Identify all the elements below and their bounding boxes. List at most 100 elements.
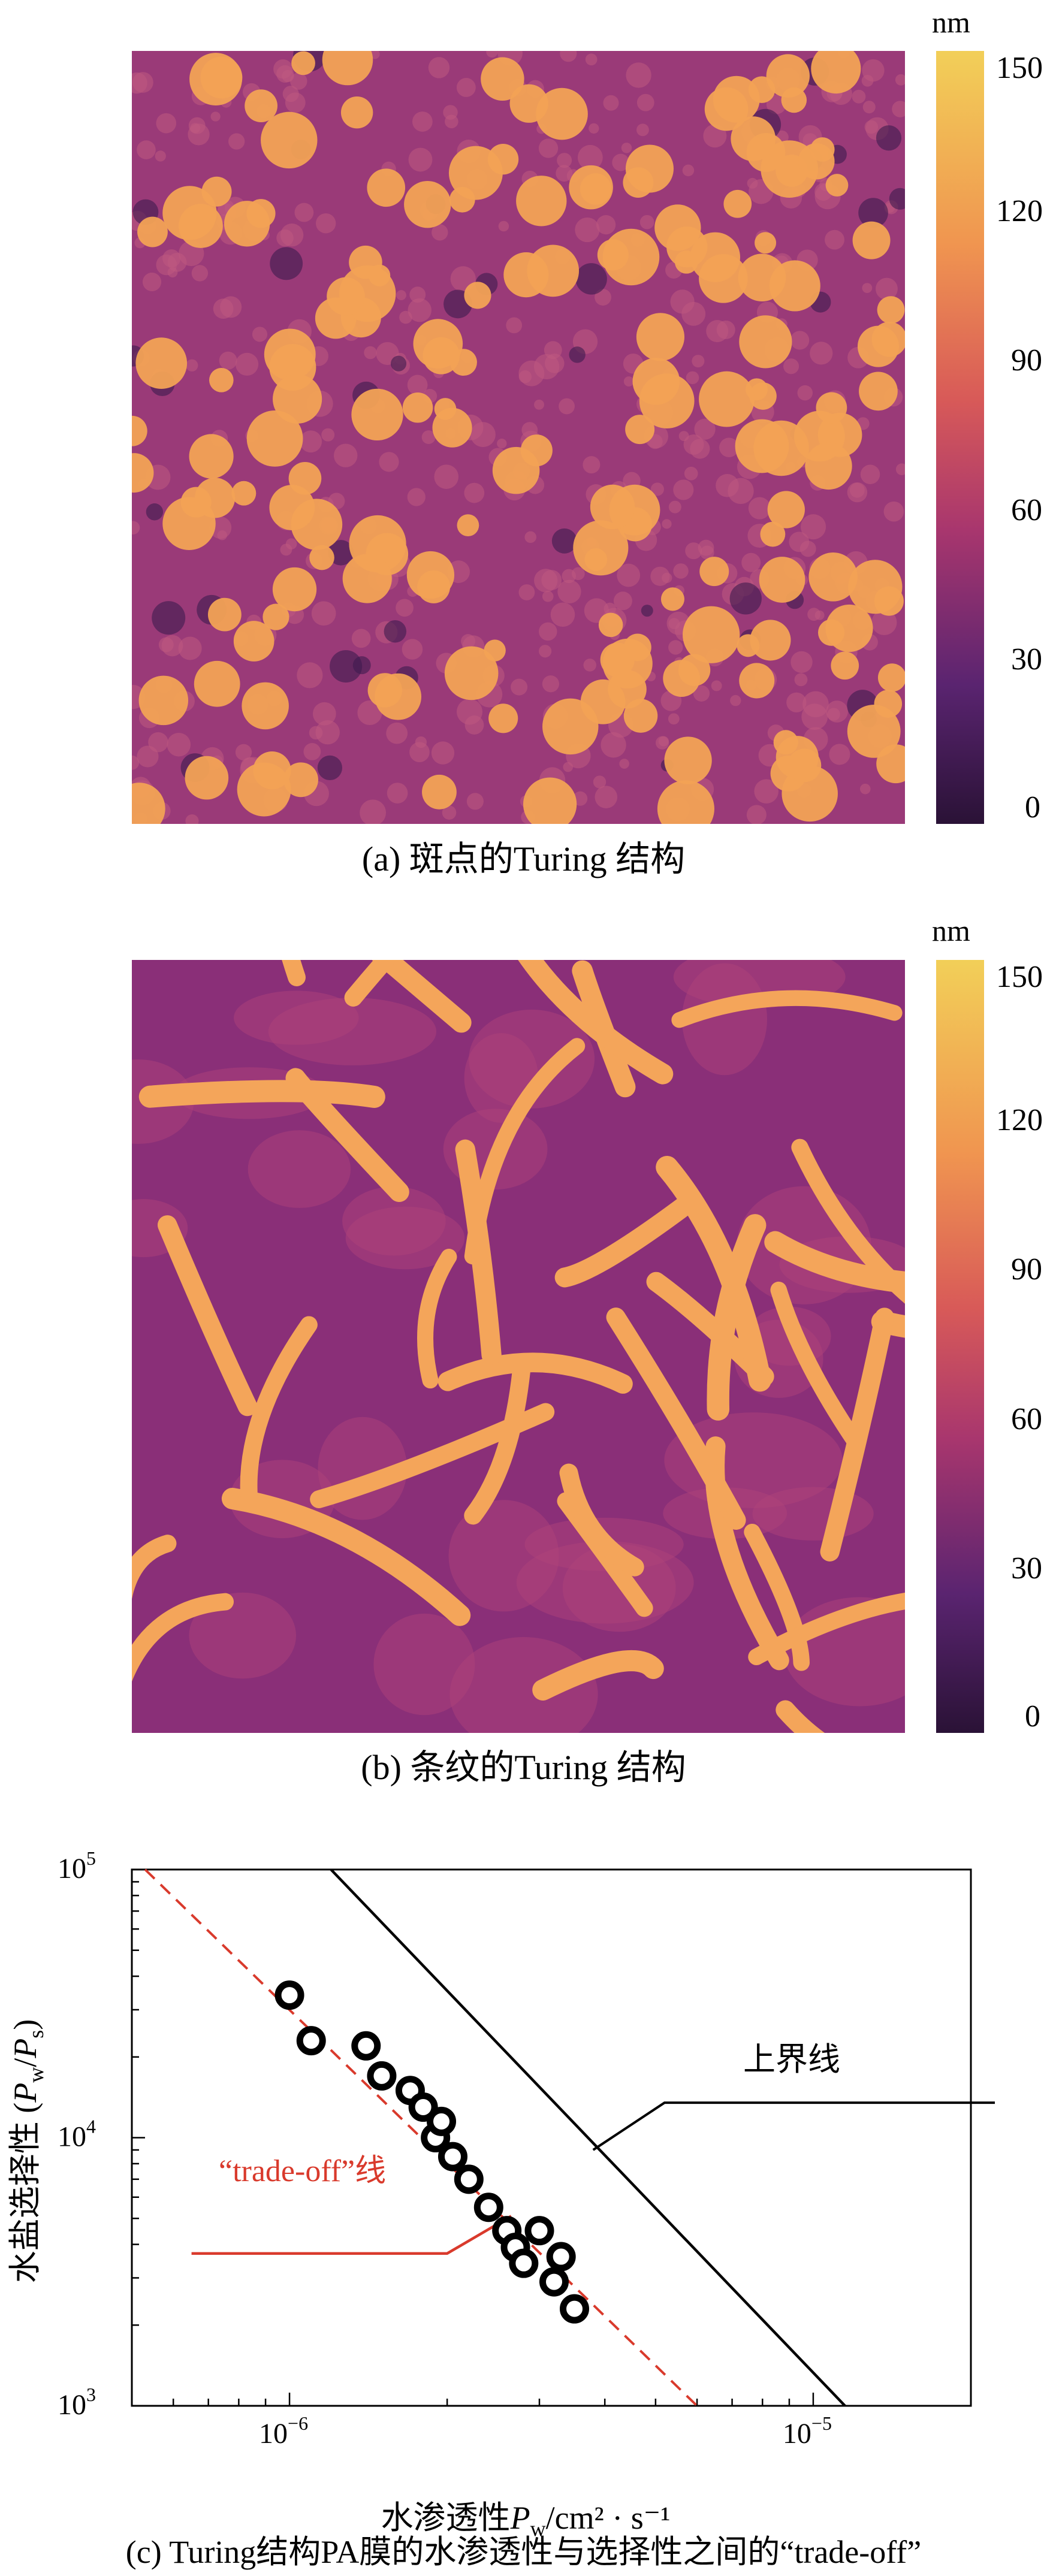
small-grain [694,418,716,440]
afm-map-spots [132,51,905,824]
turing-spot [769,260,820,312]
turing-spot [422,774,457,810]
bulk-region [234,990,359,1045]
turing-spot [246,410,303,467]
small-grain [137,745,159,768]
turing-spot [135,337,188,389]
turing-spot [432,407,472,448]
turing-spot [877,663,905,692]
data-point [509,2248,539,2278]
small-grain [716,320,735,339]
turing-stripe [132,1535,177,1599]
small-grain [148,732,168,753]
small-grain [639,215,654,229]
small-grain [557,153,572,168]
y-tick-label: 103 [58,2384,96,2421]
small-grain [668,713,680,725]
colorbar-a [936,51,984,824]
small-grain [185,814,199,824]
data-point [539,2267,569,2297]
small-grain [783,358,799,375]
turing-spot [767,491,805,529]
turing-stripe [221,1487,471,1626]
small-grain [786,692,807,712]
turing-spot [739,663,775,699]
turing-spot [598,612,623,638]
turing-spot [781,87,807,113]
small-grain [673,479,694,500]
turing-spot [327,277,365,316]
turing-spot [233,621,274,662]
turing-spot [481,57,524,101]
small-grain [799,540,816,557]
colorbar-b-tick: 60 [1011,1402,1042,1436]
turing-spot [798,143,835,180]
small-grain [577,144,603,170]
turing-spot [309,545,334,570]
turing-spot [207,597,242,632]
turing-spot [457,514,479,537]
small-grain [434,464,459,489]
data-point [454,2164,484,2194]
turing-spot [189,53,242,105]
annotations: 上界线 “trade-off”线 [219,2042,840,2188]
small-grain [511,678,528,696]
small-grain [860,464,880,484]
tradeoff-leader [191,2215,512,2255]
y-tick-label: 105 [58,1847,96,1885]
turing-spot [291,51,315,76]
small-grain [619,759,629,769]
small-grain [379,452,399,472]
turing-spot [753,420,809,476]
bulk-region [189,1592,297,1679]
turing-spot [625,415,655,445]
turing-spot [847,705,901,758]
data-point [473,2193,503,2222]
small-grain [167,732,191,757]
data-points [274,1980,590,2324]
turing-spot [132,453,154,493]
small-grain [583,659,596,672]
small-grain [432,224,448,241]
small-grain [156,113,177,134]
caption-c: (c) Turing结构PA膜的水渗透性与选择性之间的“trade-off” [125,2534,922,2570]
turing-spot [664,736,712,784]
dark-pit [391,355,407,372]
small-grain [162,249,181,268]
small-grain [748,497,771,520]
dark-pit [152,601,186,635]
turing-stripe [240,1316,318,1505]
small-grain [557,579,581,603]
dark-pit [641,605,653,617]
turing-stripe [518,960,674,1085]
small-grain [693,685,710,702]
small-grain [797,385,813,401]
turing-spot [597,239,629,271]
data-point [274,1980,304,2010]
small-grain [312,702,336,726]
dark-pit [575,263,607,295]
small-grain [626,62,651,88]
small-grain [560,51,577,62]
small-grain [758,744,782,767]
small-grain [623,376,634,387]
dark-pit [317,755,343,781]
colorbar-a-tick: 150 [996,51,1043,85]
turing-spot [162,186,217,240]
turing-spot [773,730,798,755]
small-grain [315,720,340,745]
dark-pit [146,503,164,521]
small-grain [692,355,705,368]
plot-frame [131,1868,972,2407]
small-grain [542,590,554,602]
turing-spot [760,521,786,547]
data-point [351,2031,381,2061]
dark-pit [270,247,303,280]
dark-pit [569,346,586,363]
small-grain [533,354,560,380]
turing-spot [817,619,845,646]
small-grain [861,74,874,87]
small-grain [802,691,829,718]
x-tick-label: 10−6 [259,2412,308,2450]
small-grain [741,552,761,572]
